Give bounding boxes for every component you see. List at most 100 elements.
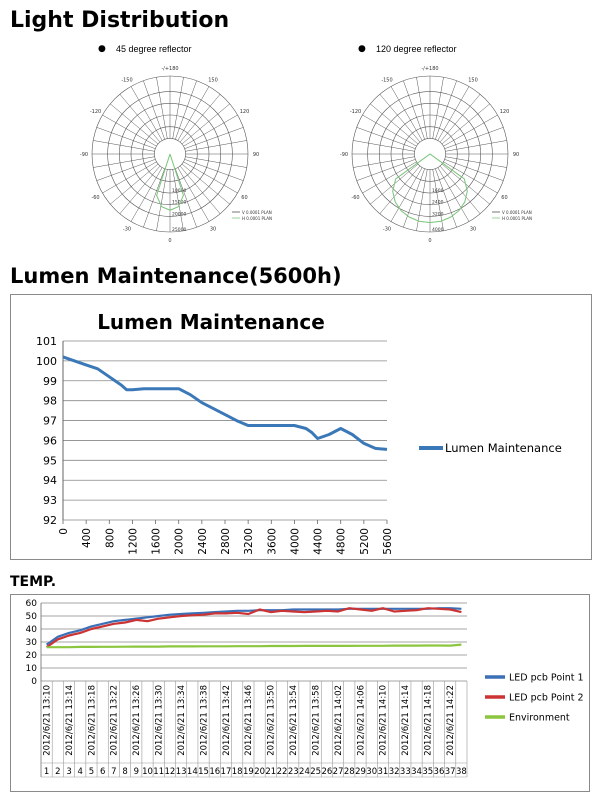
- polar-angle-label: 60: [501, 195, 507, 201]
- polar-spoke: [444, 127, 504, 149]
- polar-legend-label: H 0.0001 PLAN: [242, 216, 272, 221]
- polar-spoke: [175, 80, 197, 140]
- polar-spoke: [435, 80, 457, 140]
- series-line-led-pcb-point-2: [45, 607, 462, 649]
- polar-spoke: [379, 94, 421, 143]
- x-category-label: 30: [366, 767, 377, 777]
- x-date-label: 2012/6/21 13:30: [155, 685, 165, 756]
- polar-spoke: [445, 156, 507, 168]
- y-tick-label: 99: [43, 375, 57, 388]
- y-tick-label: 50: [26, 612, 38, 622]
- x-date-label: 2012/6/21 13:10: [42, 685, 52, 756]
- polar-angle-label: -150: [381, 78, 392, 84]
- x-date-label: 2012/6/21 13:22: [110, 685, 120, 756]
- polar-spoke: [379, 165, 421, 214]
- polar-spoke: [96, 127, 156, 149]
- legend-label: Environment: [509, 713, 570, 724]
- polar-spoke: [172, 169, 184, 231]
- x-category-label: 27: [333, 767, 344, 777]
- x-category-label: 8: [122, 767, 127, 777]
- polar-spoke: [96, 159, 156, 181]
- polar-spoke: [130, 86, 163, 141]
- polar-spoke: [119, 94, 161, 143]
- polar-spoke: [119, 165, 161, 214]
- polar-distribution-curve: [156, 153, 184, 211]
- x-tick-label: 4400: [313, 528, 325, 555]
- x-category-label: 36: [434, 767, 445, 777]
- series-line-lumen-maintenance: [62, 355, 388, 451]
- x-category-label: 21: [265, 767, 276, 777]
- x-tick-label: 3200: [243, 528, 255, 555]
- x-date-label: 2012/6/21 13:34: [177, 685, 187, 756]
- polar-spoke: [362, 161, 417, 194]
- x-tick-label: 3600: [266, 528, 278, 555]
- polar-spoke: [435, 168, 457, 228]
- polar-angle-label: 150: [208, 78, 218, 84]
- bullet-icon: ●: [98, 44, 106, 54]
- polar-plot: -/+180 150 -150 120 -120 90 -90 60 -60 30 -30 0 1600…: [340, 66, 532, 244]
- polar-spoke: [102, 114, 157, 147]
- section-title-lumen-maintenance: Lumen Maintenance(5600h): [10, 264, 342, 288]
- polar-spoke: [183, 114, 238, 147]
- x-category-label: 20: [254, 767, 265, 777]
- polar-spoke: [183, 161, 238, 194]
- polar-spoke: [403, 80, 425, 140]
- x-tick-label: 5200: [359, 528, 371, 555]
- polar-spoke: [185, 140, 247, 152]
- lumen-chart-plot: Lumen Maintenance 92 93 94 95 96 97 98 99 100 101 0…: [36, 310, 562, 555]
- x-category-label: 3: [66, 767, 71, 777]
- x-category-label: 23: [288, 767, 299, 777]
- x-tick-label: 1200: [127, 528, 139, 555]
- x-date-label: 2012/6/21 14:18: [424, 685, 434, 756]
- x-category-label: 12: [165, 767, 176, 777]
- x-tick-label: 800: [104, 528, 116, 548]
- polar-angle-label: -120: [90, 109, 101, 115]
- polar-radial-label: 4000: [432, 227, 444, 233]
- polar-spoke: [403, 168, 425, 228]
- x-tick-label: 1600: [151, 528, 163, 555]
- x-tick-label: 4000: [289, 528, 301, 555]
- x-tick-label: 0: [58, 528, 70, 535]
- polar-plot: -/+180 150 -150 120 -120 90 -90 60 -60 30 -30 0 1000…: [80, 66, 272, 244]
- x-date-label: 2012/6/21 13:54: [289, 685, 299, 756]
- polar-spoke: [102, 161, 157, 194]
- x-date-label: 2012/6/21 13:46: [244, 685, 254, 756]
- polar-spoke: [175, 168, 197, 228]
- x-category-label: 18: [232, 767, 243, 777]
- polar-spoke: [443, 161, 498, 194]
- x-category-label: 15: [198, 767, 209, 777]
- polar-angle-label: 120: [240, 109, 250, 115]
- polar-angle-label: -60: [351, 195, 359, 201]
- series-line-environment: [46, 643, 462, 649]
- x-category-label: 1: [44, 767, 49, 777]
- x-date-label: 2012/6/21 14:14: [401, 685, 411, 756]
- x-category-label: 5: [89, 767, 94, 777]
- polar-spoke: [370, 103, 419, 145]
- polar-spoke: [445, 140, 507, 152]
- lumen-maintenance-chart: Lumen Maintenance 92 93 94 95 96 97 98 99 100 101 0…: [10, 294, 592, 560]
- polar-spoke: [177, 86, 210, 141]
- temperature-chart: 0 10 20 30 40 50 60 2012/6/21 13:10 2012/6/21 13…: [10, 594, 590, 792]
- y-tick-label: 96: [43, 434, 57, 447]
- polar-spoke: [353, 140, 415, 152]
- y-tick-label: 10: [26, 664, 38, 674]
- x-category-label: 24: [299, 767, 310, 777]
- polar-chart-title: 45 degree reflector: [116, 44, 192, 54]
- polar-spoke: [181, 163, 230, 205]
- polar-radial-label: 1600: [432, 188, 444, 194]
- y-tick-label: 101: [36, 335, 57, 348]
- polar-spoke: [172, 77, 184, 139]
- x-tick-label: 2800: [220, 528, 232, 555]
- x-date-label: 2012/6/21 13:58: [311, 685, 321, 756]
- polar-spoke: [179, 165, 221, 214]
- polar-radial-label: 15000: [172, 200, 186, 206]
- y-tick-label: 40: [26, 625, 38, 635]
- polar-angle-label: -/+180: [161, 66, 178, 72]
- polar-spoke: [362, 114, 417, 147]
- x-date-label: 2012/6/21 13:42: [222, 685, 232, 756]
- polar-spoke: [143, 80, 165, 140]
- polar-angle-label: -90: [340, 152, 348, 158]
- polar-angle-label: -30: [123, 226, 131, 232]
- bullet-icon: ●: [358, 44, 366, 54]
- polar-radial-label: 3200: [432, 211, 444, 217]
